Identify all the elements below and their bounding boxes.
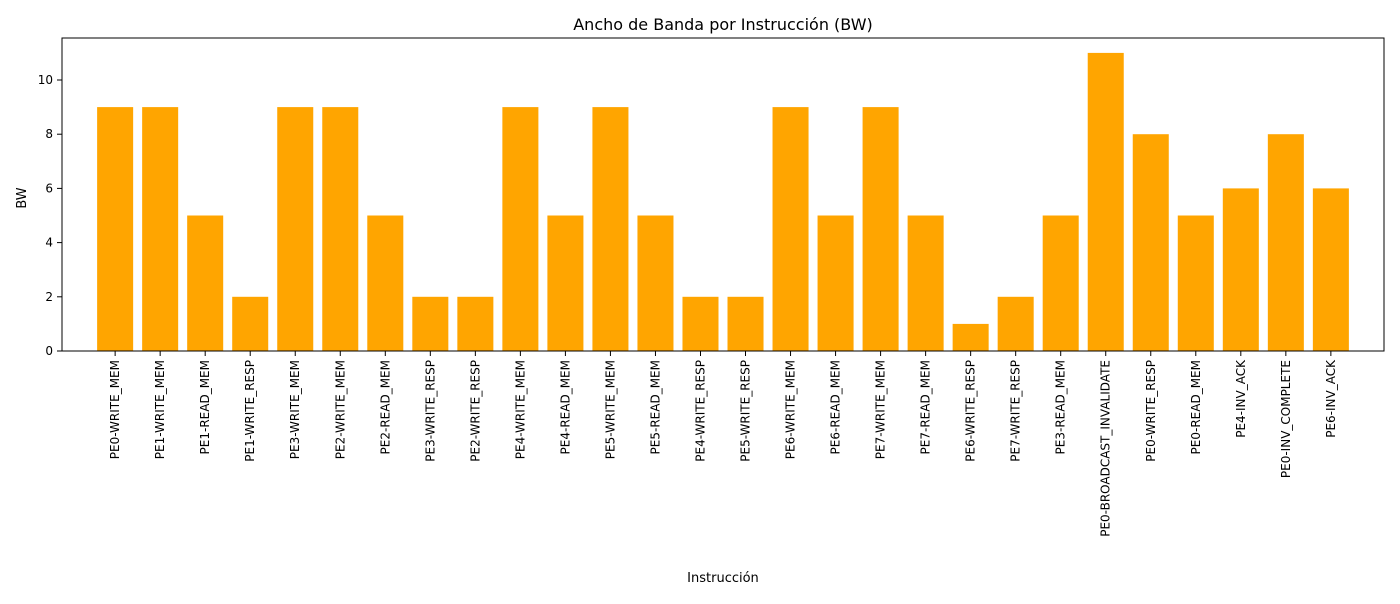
x-tick-label: PE4-WRITE_RESP (693, 360, 707, 462)
x-tick-label: PE0-READ_MEM (1189, 360, 1203, 454)
y-tick-label: 8 (45, 127, 53, 141)
y-tick-label: 10 (38, 73, 53, 87)
x-tick-label: PE6-READ_MEM (829, 360, 843, 454)
x-tick-label: PE0-BROADCAST_INVALIDATE (1099, 360, 1113, 537)
bar (772, 107, 809, 351)
x-tick-label: PE7-WRITE_MEM (874, 360, 888, 459)
x-tick-label: PE2-READ_MEM (378, 360, 392, 454)
y-axis: 0 2 4 6 8 10 (38, 73, 62, 358)
bar (412, 296, 449, 351)
bar (142, 107, 179, 351)
y-tick-label: 4 (45, 236, 53, 250)
bar (817, 215, 854, 351)
bar (187, 215, 224, 351)
x-tick-label: PE3-READ_MEM (1054, 360, 1068, 454)
x-tick-label: PE4-INV_ACK (1234, 359, 1248, 438)
bar (367, 215, 404, 351)
x-tick-label: PE5-WRITE_MEM (603, 360, 617, 459)
bar (592, 107, 629, 351)
y-tick-label: 2 (45, 290, 53, 304)
bar (1267, 134, 1304, 351)
x-tick-label: PE5-READ_MEM (648, 360, 662, 454)
x-tick-label: PE1-WRITE_RESP (243, 360, 257, 462)
bar (97, 107, 134, 351)
x-tick-label: PE6-INV_ACK (1324, 359, 1338, 438)
bar (727, 296, 764, 351)
bar (1177, 215, 1214, 351)
bar (547, 215, 584, 351)
x-tick-label: PE1-WRITE_MEM (153, 360, 167, 459)
x-tick-label: PE0-INV_COMPLETE (1279, 360, 1293, 478)
bar (952, 323, 989, 351)
bar (502, 107, 539, 351)
x-tick-label: PE1-READ_MEM (198, 360, 212, 454)
bar (1312, 188, 1349, 351)
y-tick-label: 0 (45, 344, 53, 358)
bar (1042, 215, 1079, 351)
x-tick-label: PE0-WRITE_MEM (108, 360, 122, 459)
x-tick-label: PE0-WRITE_RESP (1144, 360, 1158, 462)
x-axis: PE0-WRITE_MEM PE1-WRITE_MEM PE1-READ_MEM PE… (108, 351, 1338, 537)
bar (232, 296, 269, 351)
bar (682, 296, 719, 351)
x-tick-label: PE3-WRITE_MEM (288, 360, 302, 459)
bar (1132, 134, 1169, 351)
y-tick-label: 6 (45, 181, 53, 195)
bar (862, 107, 899, 351)
bar (457, 296, 494, 351)
bar (322, 107, 359, 351)
bar (907, 215, 944, 351)
x-tick-label: PE3-WRITE_RESP (423, 360, 437, 462)
x-tick-label: PE5-WRITE_RESP (739, 360, 753, 462)
bar (1087, 52, 1124, 352)
x-tick-label: PE2-WRITE_MEM (333, 360, 347, 459)
x-tick-label: PE2-WRITE_RESP (468, 360, 482, 462)
bar (277, 107, 314, 351)
bar (637, 215, 674, 351)
bars-layer (97, 52, 1349, 352)
x-tick-label: PE7-READ_MEM (919, 360, 933, 454)
x-tick-label: PE7-WRITE_RESP (1009, 360, 1023, 462)
bar (997, 296, 1034, 351)
x-tick-label: PE6-WRITE_MEM (784, 360, 798, 459)
bar (1222, 188, 1259, 351)
x-tick-label: PE4-READ_MEM (558, 360, 572, 454)
chart-title: Ancho de Banda por Instrucción (BW) (573, 15, 873, 34)
plot-frame (61, 37, 1385, 352)
x-tick-label: PE4-WRITE_MEM (513, 360, 527, 459)
x-tick-label: PE6-WRITE_RESP (964, 360, 978, 462)
y-axis-label: BW (15, 187, 30, 208)
x-axis-label: Instrucción (687, 571, 759, 586)
